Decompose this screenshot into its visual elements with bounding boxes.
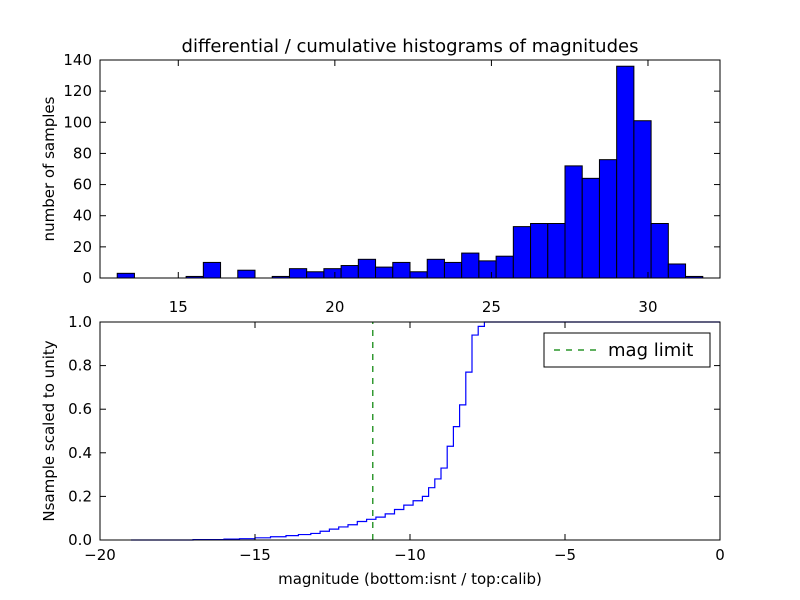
top-histogram-panel: differential / cumulative histograms of … [40,36,721,316]
histogram-bar [478,260,497,279]
histogram-bar [512,226,532,279]
top-y-tick-label: 20 [73,238,92,256]
top-x-tick-label: 20 [325,298,344,316]
top-x-tick-label: 25 [482,298,501,316]
histogram-bar [633,120,652,279]
histogram-bar [564,165,583,279]
histogram-bar [357,258,377,279]
histogram-bar [306,271,325,279]
histogram-bar [443,261,463,279]
top-x-tick-label: 30 [638,298,657,316]
top-y-tick-label: 120 [63,82,92,100]
histogram-bar [581,177,600,279]
top-x-tick-label: 15 [169,298,188,316]
histogram-bar [202,261,222,279]
bottom-y-axis-label: Nsample scaled to unity [40,340,58,521]
chart-title: differential / cumulative histograms of … [182,36,639,57]
top-y-tick-label: 80 [73,144,92,162]
bottom-axis-ticks: 0.0 0.2 0.4 0.6 0.8 1.0 −20 −15 −10 −5 0 [68,313,725,564]
cumulative-lines [131,321,720,541]
histogram-bar [392,261,411,279]
bottom-x-tick-label: −20 [84,546,116,564]
bottom-y-tick-label: 0.2 [68,487,92,505]
histogram-bar [288,268,308,279]
histogram-bars [116,65,704,279]
legend: mag limit [543,332,711,368]
bottom-y-tick-label: 0.4 [68,444,92,462]
bottom-y-tick-label: 0.6 [68,400,92,418]
histogram-bar [116,272,135,279]
histogram-bar [375,266,394,279]
cumulative-step-line [131,321,720,541]
histogram-bar [237,269,256,279]
histogram-bar [598,159,618,279]
histogram-bar [530,223,549,279]
top-plot-frame [99,59,721,279]
legend-label-mag-limit: mag limit [608,340,693,361]
bottom-x-tick-label: −10 [394,546,426,564]
bottom-cumulative-panel: 0.0 0.2 0.4 0.6 0.8 1.0 −20 −15 −10 −5 0 magnitude… [40,313,725,588]
bottom-x-axis-label: magnitude (bottom:isnt / top:calib) [278,570,542,588]
histogram-bar [650,223,669,279]
top-y-tick-label: 140 [63,51,92,69]
bottom-x-tick-label: 0 [715,546,725,564]
bottom-x-tick-label: −15 [239,546,271,564]
top-y-tick-label: 100 [63,113,92,131]
bottom-y-tick-label: 0.0 [68,531,92,549]
histogram-bar [409,271,428,279]
histogram-bar [461,252,480,279]
top-y-tick-label: 60 [73,176,92,194]
histogram-bar [667,263,687,279]
histogram-bar [340,265,359,279]
histogram-bar [616,65,635,279]
top-y-tick-label: 0 [82,269,92,287]
histogram-bar [495,255,514,279]
bottom-x-tick-label: −5 [554,546,576,564]
bottom-y-tick-label: 1.0 [68,313,92,331]
top-y-tick-label: 40 [73,207,92,225]
bottom-y-tick-label: 0.8 [68,357,92,375]
top-y-axis-label: number of samples [40,96,58,241]
top-axis-ticks: 0 20 40 60 80 100 120 140 15 20 25 30 [63,51,720,316]
histogram-bar [426,258,445,279]
histogram-bar [547,223,566,279]
histogram-bar [323,268,342,279]
